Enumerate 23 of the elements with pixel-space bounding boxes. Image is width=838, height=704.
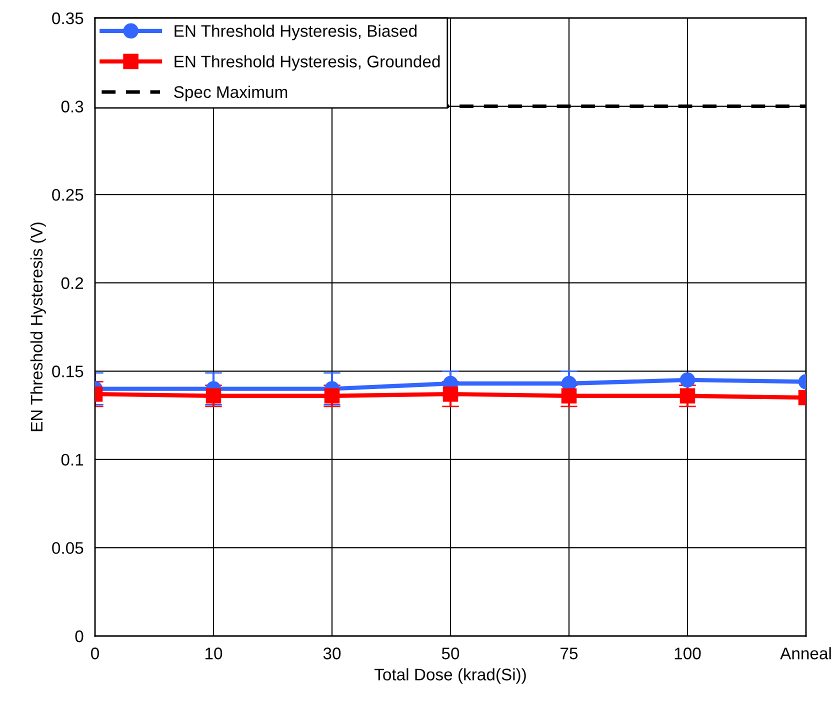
x-tick-label: 0	[91, 648, 99, 660]
x-tick-label: 30	[323, 648, 341, 660]
y-tick-label: 0.2	[61, 277, 84, 290]
point	[324, 388, 340, 404]
x-tick-label: 10	[206, 648, 222, 660]
y-tick-label: 0.35	[52, 12, 84, 24]
legend-label: EN Threshold Hysteresis, Grounded	[174, 55, 440, 71]
x-axis-title: Total Dose (krad(Si))	[374, 668, 526, 684]
y-axis-title: EN Threshold Hysteresis (V)	[30, 222, 46, 432]
ref-line-label: Spec Maximum	[174, 86, 288, 102]
y-tick-label: 0.05	[52, 542, 84, 554]
y-tick-label: 0.1	[61, 454, 84, 466]
x-tick-label: 100	[674, 648, 701, 660]
y-tick-label: 0	[75, 630, 84, 642]
legend-label: EN Threshold Hysteresis, Biased	[174, 24, 417, 40]
x-tick-label: 75	[560, 648, 578, 660]
x-tick-label: 50	[442, 648, 460, 660]
point	[561, 388, 577, 404]
x-tick-label: Anneal	[780, 647, 831, 660]
point	[442, 386, 458, 402]
y-tick-label: 0.15	[52, 366, 84, 378]
y-tick-label: 0.3	[61, 100, 84, 112]
y-tick-label: 0.25	[52, 188, 84, 201]
